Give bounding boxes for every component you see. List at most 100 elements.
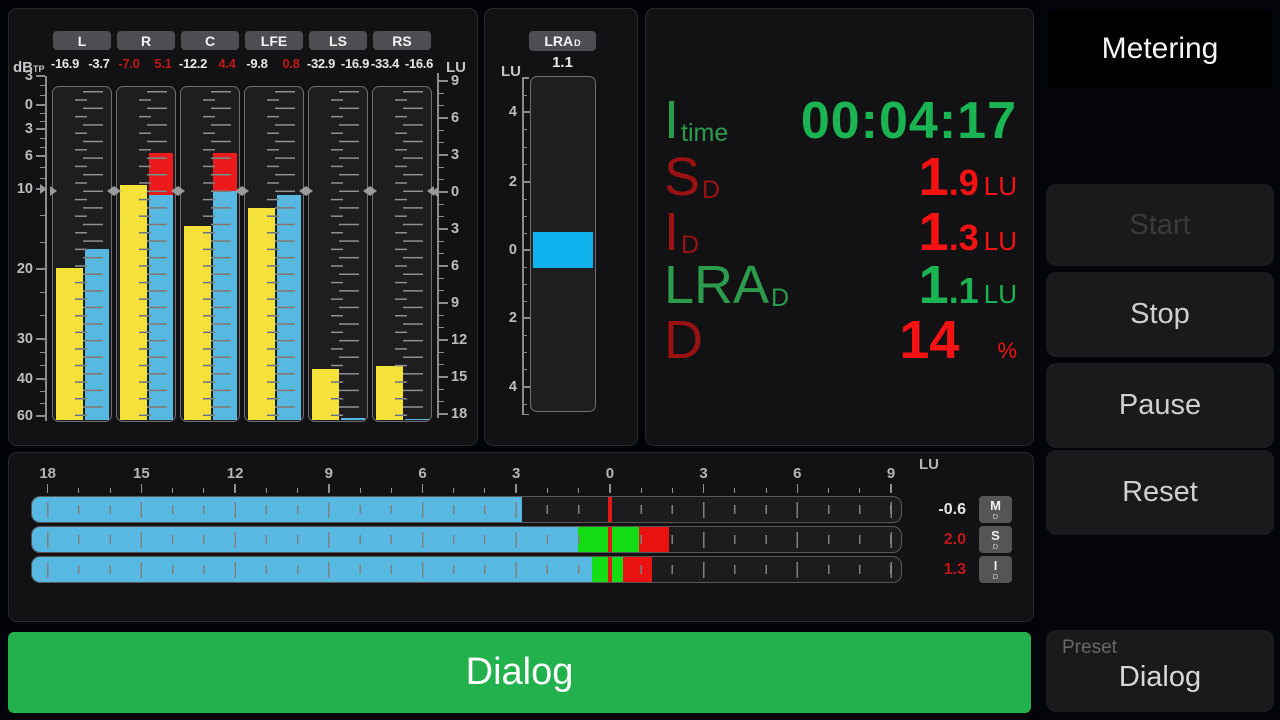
history-scale-tick xyxy=(46,484,49,493)
channel-values-ls: -32.9 -16.9 xyxy=(304,57,372,70)
lu-ruler-tick xyxy=(439,339,448,341)
channel-meter-l xyxy=(52,86,112,422)
lra-ruler-label: 4 xyxy=(508,379,517,395)
lra-ruler-minor-tick xyxy=(523,215,527,217)
history-target-marker xyxy=(607,557,612,582)
stat-value-unit: LU xyxy=(983,226,1017,256)
meter-scale-ticks xyxy=(323,89,359,419)
stat-value-main: 1 xyxy=(918,147,949,207)
history-scale-tick xyxy=(890,484,892,493)
lra-meter xyxy=(530,76,596,412)
history-scale-minor-tick xyxy=(390,488,392,493)
channel-tp-value: -12.2 xyxy=(178,56,208,71)
lu-ruler-minor-tick xyxy=(439,351,444,353)
stat-value-main: 14 xyxy=(899,310,960,370)
lu-ruler-tick xyxy=(439,376,448,378)
reset-button[interactable]: Reset xyxy=(1046,450,1274,535)
channel-lu-value: 4.4 xyxy=(218,56,236,71)
lu-ruler-minor-tick xyxy=(439,327,444,329)
history-scale-label: 3 xyxy=(512,465,521,482)
db-ruler-tick xyxy=(36,268,45,270)
lu-ruler-minor-tick xyxy=(439,92,444,94)
lu-scale-title: LU xyxy=(446,59,466,76)
stat-row-d: D 14% xyxy=(664,313,1017,367)
channel-meter-lfe xyxy=(244,86,304,422)
pause-button[interactable]: Pause xyxy=(1046,363,1274,448)
lu-ruler-minor-tick xyxy=(439,142,444,144)
stat-value-main: 1 xyxy=(918,255,949,315)
history-scale-minor-tick xyxy=(546,488,548,493)
history-scale-minor-tick xyxy=(484,488,486,493)
history-scale-label: 6 xyxy=(418,465,427,482)
db-ruler-minor-tick xyxy=(40,137,45,139)
lra-ruler-minor-tick xyxy=(523,198,527,200)
db-ruler-minor-tick xyxy=(40,291,45,293)
lra-badge[interactable]: LRA D xyxy=(529,31,596,51)
history-scale-label: 15 xyxy=(133,465,150,482)
history-bar-ticks xyxy=(32,527,901,552)
channel-values-c: -12.2 4.4 xyxy=(176,57,244,70)
db-ruler-minor-tick xyxy=(40,365,45,367)
lra-ruler-cap-bottom xyxy=(522,413,529,415)
stat-row-itime: Itime 00:04:17 xyxy=(664,93,1017,147)
lu-ruler-label: 6 xyxy=(451,258,460,274)
db-ruler-minor-tick xyxy=(40,177,45,179)
stat-value: 1.3 LU xyxy=(919,205,1017,259)
db-ruler-tick xyxy=(36,415,45,417)
lu-ruler-minor-tick xyxy=(439,364,444,366)
history-scale-minor-tick xyxy=(172,488,174,493)
channel-badge-lfe[interactable]: LFE xyxy=(245,31,303,50)
db-scale-title: dBTP xyxy=(13,60,45,75)
preset-label: Preset xyxy=(1062,637,1117,658)
meter-left-notch xyxy=(114,186,121,196)
db-ruler-minor-tick xyxy=(40,315,45,317)
db-ruler-label: 20 xyxy=(16,261,33,277)
lra-ruler-tick xyxy=(523,249,531,251)
stat-label-main: I xyxy=(664,90,680,150)
dialog-button[interactable]: Dialog xyxy=(8,632,1031,713)
db-ruler-minor-tick xyxy=(40,166,45,168)
history-unit-label: LU xyxy=(919,456,939,473)
stat-label-sub: D xyxy=(702,176,721,204)
stop-button[interactable]: Stop xyxy=(1046,272,1274,357)
channel-meter-r xyxy=(116,86,176,422)
history-bar-s xyxy=(31,526,902,553)
db-ruler-tick xyxy=(36,155,45,157)
channel-tp-value: -32.9 xyxy=(306,56,336,71)
meter-scale-ticks xyxy=(387,89,423,419)
channel-lu-value: 5.1 xyxy=(154,56,172,71)
stat-value-unit: LU xyxy=(983,279,1017,309)
db-ruler-minor-tick xyxy=(40,120,45,122)
db-ruler-label: 6 xyxy=(24,148,33,164)
db-ruler-label: 30 xyxy=(16,331,33,347)
stat-row-lrad: LRAD 1.1 LU xyxy=(664,258,1017,312)
mode-button-sub: D xyxy=(992,571,999,581)
channel-lu-value: -16.9 xyxy=(340,56,370,71)
stat-label: SD xyxy=(664,150,720,204)
history-scale-minor-tick xyxy=(78,488,80,493)
db-ruler-minor-tick xyxy=(40,390,45,392)
channel-badge-l[interactable]: L xyxy=(53,31,111,50)
stat-value-unit: LU xyxy=(983,171,1017,201)
preset-selector[interactable]: Preset Dialog xyxy=(1046,630,1274,712)
history-scale-tick xyxy=(140,484,143,493)
stat-value-time: 00:04:17 xyxy=(800,92,1017,150)
channel-meter-rs xyxy=(372,86,432,422)
lu-ruler-tick xyxy=(439,413,448,415)
lra-range-block xyxy=(533,231,593,268)
lra-ruler-minor-tick xyxy=(523,369,527,371)
channel-badge-ls[interactable]: LS xyxy=(309,31,367,50)
lu-ruler-zero-notch xyxy=(431,187,438,197)
channel-meters-panel: dBTP LU 3 0 3 6 10 20 30 40 60 9 6 3 0 3 6 9 12 15 18 L -16.9-… xyxy=(8,8,478,446)
db-ruler-zero-notch xyxy=(40,184,47,194)
channel-badge-c[interactable]: C xyxy=(181,31,239,50)
lu-ruler-label: 12 xyxy=(451,332,468,348)
channel-badge-rs[interactable]: RS xyxy=(373,31,431,50)
lu-ruler-minor-tick xyxy=(439,203,444,205)
channel-badge-r[interactable]: R xyxy=(117,31,175,50)
history-scale-minor-tick xyxy=(359,488,361,493)
